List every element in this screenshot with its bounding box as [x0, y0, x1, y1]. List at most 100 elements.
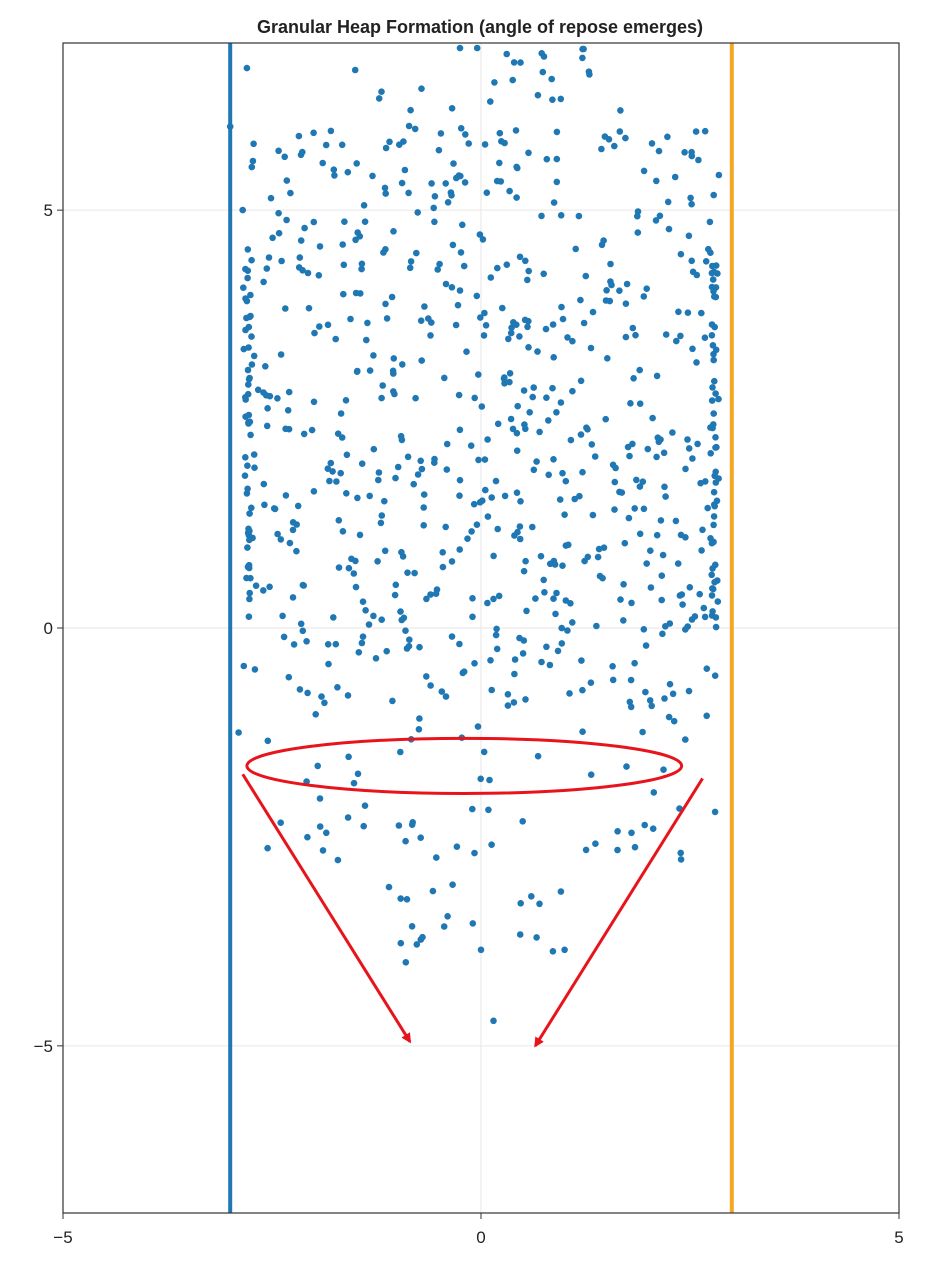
data-point: [406, 264, 414, 272]
data-point: [431, 218, 438, 226]
data-point: [533, 934, 540, 941]
data-point: [428, 180, 435, 187]
data-point: [405, 122, 413, 130]
data-point: [627, 703, 635, 711]
data-point: [712, 623, 720, 631]
data-point: [413, 941, 421, 948]
data-point: [433, 854, 440, 861]
data-point: [704, 504, 711, 512]
data-point: [251, 464, 258, 472]
data-point: [495, 592, 503, 600]
data-point: [543, 394, 550, 402]
data-point: [296, 686, 304, 693]
data-point: [553, 409, 560, 416]
data-point: [589, 511, 597, 519]
data-point: [617, 596, 624, 603]
data-point: [417, 317, 425, 325]
data-point: [469, 920, 477, 927]
data-point: [414, 209, 422, 216]
data-point: [567, 436, 575, 444]
data-point: [366, 492, 374, 500]
data-point: [553, 155, 561, 163]
data-point: [640, 505, 648, 513]
data-point: [365, 621, 373, 628]
data-point: [485, 806, 492, 814]
data-point: [636, 530, 644, 538]
data-point: [604, 355, 611, 362]
data-point: [538, 212, 545, 220]
data-point: [471, 394, 479, 402]
data-point: [538, 658, 545, 666]
data-point: [534, 91, 542, 99]
data-point: [660, 449, 668, 457]
data-point: [482, 322, 490, 329]
data-point: [708, 332, 716, 339]
data-point: [616, 287, 623, 295]
data-point: [297, 237, 305, 244]
data-point: [519, 818, 526, 825]
data-point: [354, 770, 362, 778]
data-point: [427, 591, 434, 598]
data-point: [524, 323, 531, 331]
data-point: [652, 217, 660, 224]
data-point: [658, 596, 665, 604]
data-point: [439, 563, 447, 571]
data-point: [499, 304, 506, 312]
data-point: [407, 106, 414, 114]
data-point: [636, 483, 644, 490]
data-point: [361, 802, 369, 809]
data-point: [671, 173, 679, 181]
data-point: [332, 335, 340, 343]
data-point: [708, 592, 716, 599]
data-point: [478, 403, 486, 410]
data-point: [516, 931, 524, 938]
data-point: [584, 553, 592, 561]
data-point: [396, 141, 403, 148]
data-point: [550, 199, 558, 206]
data-point: [476, 231, 484, 238]
data-point: [494, 525, 502, 533]
data-point: [471, 849, 478, 857]
data-point: [706, 218, 714, 226]
data-point: [569, 387, 576, 395]
data-point: [350, 570, 358, 577]
data-point: [297, 620, 305, 628]
data-point: [540, 270, 547, 278]
data-point: [244, 246, 252, 253]
data-point: [418, 357, 426, 364]
data-point: [579, 728, 586, 735]
data-point: [475, 456, 482, 464]
data-point: [448, 192, 455, 199]
data-point: [245, 375, 253, 383]
data-point: [290, 641, 298, 648]
data-point: [483, 189, 491, 196]
data-point: [609, 663, 616, 670]
data-point: [415, 726, 423, 733]
data-point: [506, 370, 514, 377]
data-point: [289, 594, 297, 601]
data-point: [316, 795, 324, 802]
data-point: [319, 847, 327, 854]
data-point: [310, 218, 318, 226]
data-point: [375, 476, 382, 484]
data-point: [626, 698, 634, 706]
data-point: [360, 822, 368, 830]
data-point: [490, 595, 497, 603]
data-point: [612, 464, 619, 472]
data-point: [554, 647, 562, 655]
data-point: [254, 386, 262, 394]
data-point: [605, 136, 613, 143]
data-point: [448, 558, 456, 565]
data-point: [524, 276, 531, 284]
data-point: [627, 676, 635, 684]
data-point: [629, 440, 636, 448]
data-point: [580, 45, 587, 53]
data-point: [541, 589, 548, 596]
data-point: [242, 326, 249, 334]
data-point: [420, 491, 428, 498]
data-point: [423, 673, 430, 680]
data-point: [710, 350, 717, 358]
data-point: [622, 333, 630, 341]
data-point: [510, 319, 517, 326]
data-point: [244, 563, 252, 571]
